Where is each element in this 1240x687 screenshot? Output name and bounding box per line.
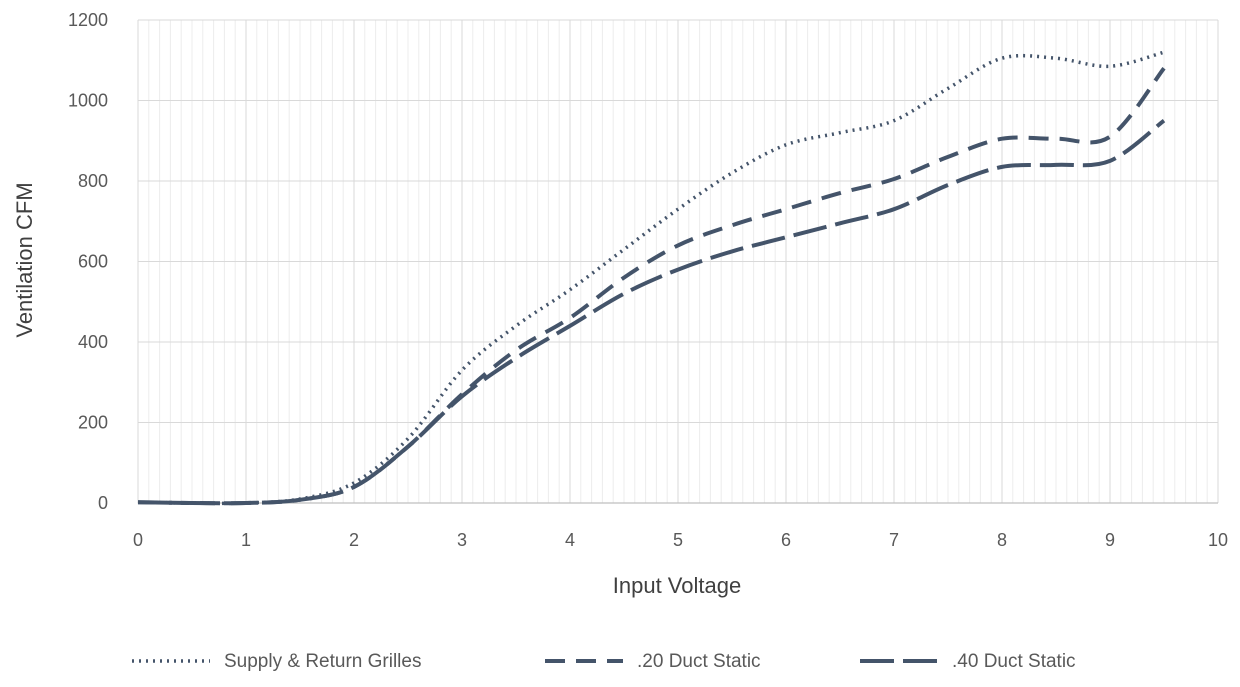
x-tick-label: 10 (1208, 530, 1228, 550)
series-lines (137, 50, 1166, 506)
x-tick-label: 1 (241, 530, 251, 550)
x-tick-label: 8 (997, 530, 1007, 550)
x-tick-label: 3 (457, 530, 467, 550)
y-tick-label: 400 (78, 332, 108, 352)
y-tick-label: 0 (98, 493, 108, 513)
x-tick-label: 4 (565, 530, 575, 550)
legend-item-20-duct-static: .20 Duct Static (545, 651, 761, 672)
legend-item-supply-return-grilles: Supply & Return Grilles (132, 651, 421, 672)
gridlines (137, 19, 1219, 504)
legend-label: Supply & Return Grilles (224, 651, 421, 672)
legend-label: .40 Duct Static (952, 651, 1076, 672)
y-tick-label: 1200 (68, 10, 108, 30)
x-tick-label: 9 (1105, 530, 1115, 550)
x-tick-label: 6 (781, 530, 791, 550)
legend-label: .20 Duct Static (637, 651, 761, 672)
x-tick-label: 2 (349, 530, 359, 550)
series-line-20-duct-static (137, 67, 1166, 506)
series-line-supply-return-grilles (137, 50, 1165, 506)
tick-labels: 0 1 2 3 4 5 6 7 8 9 10 0 200 400 600 800 1000 1200 (68, 10, 1228, 550)
x-tick-label: 7 (889, 530, 899, 550)
y-axis-title: Ventilation CFM (12, 182, 37, 337)
y-tick-label: 200 (78, 413, 108, 433)
legend: Supply & Return Grilles .20 Duct Static .4… (132, 651, 1076, 672)
y-tick-label: 1000 (68, 91, 108, 111)
x-tick-label: 0 (133, 530, 143, 550)
x-axis-title: Input Voltage (613, 573, 741, 598)
series-line-40-duct-static (137, 118, 1166, 506)
x-tick-label: 5 (673, 530, 683, 550)
y-tick-label: 600 (78, 252, 108, 272)
y-tick-label: 800 (78, 171, 108, 191)
legend-item-40-duct-static: .40 Duct Static (860, 651, 1076, 672)
